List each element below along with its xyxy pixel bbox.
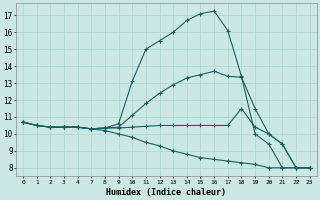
X-axis label: Humidex (Indice chaleur): Humidex (Indice chaleur) — [106, 188, 226, 197]
